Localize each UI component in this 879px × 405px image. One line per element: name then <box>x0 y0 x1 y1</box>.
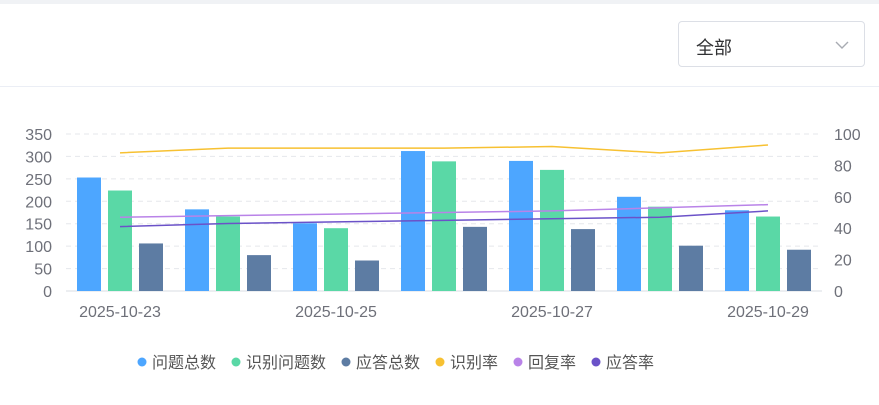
bar-3 <box>247 255 271 291</box>
y-left-tick-label: 100 <box>25 239 52 256</box>
bar-2 <box>432 161 456 291</box>
legend-label: 应答率 <box>606 353 654 372</box>
bar-2 <box>324 228 348 291</box>
bar-1 <box>617 196 641 291</box>
x-tick-label: 2025-10-25 <box>295 304 377 321</box>
y-right-tick-label: 80 <box>834 158 852 175</box>
bar-1 <box>509 160 533 291</box>
header-divider <box>0 86 879 87</box>
y-right-tick-label: 60 <box>834 190 852 207</box>
y-left-tick-label: 300 <box>25 149 52 166</box>
legend-label: 识别率 <box>450 354 498 372</box>
legend-marker <box>231 357 241 367</box>
legend-label: 识别问题数 <box>246 354 326 372</box>
legend-marker <box>435 357 445 367</box>
bar-3 <box>355 260 379 291</box>
bar-2 <box>648 206 672 291</box>
y-left-tick-label: 150 <box>25 217 52 234</box>
y-left-tick-label: 50 <box>34 262 52 279</box>
line-series-3 <box>119 210 769 228</box>
legend-label: 应答总数 <box>356 353 420 372</box>
y-left-tick-label: 350 <box>25 127 52 144</box>
bar-3 <box>787 249 811 291</box>
bar-2 <box>108 190 132 291</box>
bar-3 <box>571 229 595 291</box>
y-left-tick-label: 250 <box>25 172 52 189</box>
y-left-tick-label: 0 <box>43 284 52 301</box>
range-filter-select[interactable]: 全部 <box>678 21 865 67</box>
bar-1 <box>77 177 101 291</box>
bar-3 <box>463 226 487 291</box>
y-left-tick-label: 200 <box>25 194 52 211</box>
legend-label: 回复率 <box>528 354 576 372</box>
bar-3 <box>139 243 163 291</box>
x-tick-label: 2025-10-29 <box>727 304 809 321</box>
legend-marker <box>341 357 351 367</box>
range-filter-value: 全部 <box>696 38 732 58</box>
chevron-down-icon <box>835 41 849 49</box>
legend-marker <box>513 357 523 367</box>
legend-marker <box>137 357 147 367</box>
y-right-tick-label: 40 <box>834 221 852 238</box>
bar-3 <box>679 245 703 291</box>
y-right-tick-label: 20 <box>834 253 852 270</box>
line-series-2 <box>119 203 769 218</box>
bar-2 <box>216 216 240 291</box>
bar-1 <box>725 210 749 291</box>
bar-2 <box>540 169 564 291</box>
top-strip <box>0 0 879 4</box>
bar-1 <box>293 223 317 291</box>
legend-marker <box>591 357 601 367</box>
line-series-1 <box>119 144 769 154</box>
y-right-tick-label: 0 <box>834 284 843 301</box>
bar-1 <box>185 209 209 291</box>
x-tick-label: 2025-10-23 <box>79 304 161 321</box>
x-tick-label: 2025-10-27 <box>511 304 593 321</box>
bar-2 <box>756 216 780 291</box>
legend-label: 问题总数 <box>152 354 216 372</box>
y-right-tick-label: 100 <box>834 127 861 144</box>
